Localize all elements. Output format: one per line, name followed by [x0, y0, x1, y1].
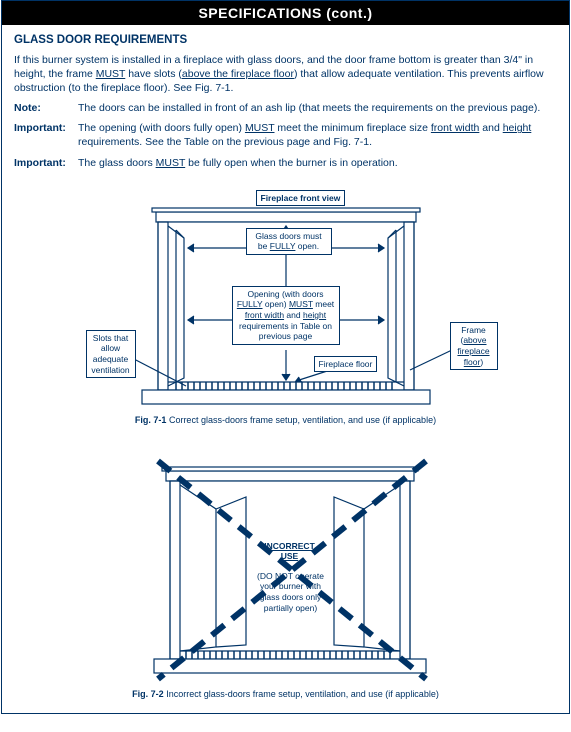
fig1-opening-label: Opening (with doorsFULLY open) MUST meet… — [232, 286, 340, 345]
fig1-front-view-label: Fireplace front view — [256, 190, 346, 207]
fig1-frame-label: Frame(abovefireplacefloor) — [450, 322, 498, 371]
page-container: SPECIFICATIONS (cont.) GLASS DOOR REQUIR… — [1, 0, 570, 714]
fig2-incorrect-label: INCORRECTUSE — [260, 541, 320, 562]
intro-paragraph: If this burner system is installed in a … — [14, 53, 557, 96]
fig2-caption: Fig. 7-2 Incorrect glass-doors frame set… — [46, 689, 526, 699]
content-area: GLASS DOOR REQUIREMENTS If this burner s… — [2, 25, 569, 180]
note-text: The doors can be installed in front of a… — [78, 101, 557, 115]
note-row: Note: The doors can be installed in fron… — [14, 101, 557, 115]
note-label: Note: — [14, 101, 78, 115]
fig1-slots-label: Slots thatallowadequateventilation — [86, 330, 136, 379]
important-text-2: The glass doors MUST be fully open when … — [78, 156, 557, 170]
important-text-1: The opening (with doors fully open) MUST… — [78, 121, 557, 149]
section-title: GLASS DOOR REQUIREMENTS — [14, 33, 557, 49]
fig1-caption: Fig. 7-1 Correct glass-doors frame setup… — [46, 415, 526, 425]
fig1-floor-label: Fireplace floor — [314, 356, 378, 373]
important-row-1: Important: The opening (with doors fully… — [14, 121, 557, 149]
fig2-dont-label: (DO NOT operateyour burner withglass doo… — [248, 571, 334, 614]
fig1-doors-open-label: Glass doors mustbe FULLY open. — [246, 228, 332, 255]
figure-7-2: INCORRECTUSE (DO NOT operateyour burner … — [46, 449, 526, 699]
figure-7-1: Fireplace front view Glass doors mustbe … — [46, 190, 526, 425]
header-bar: SPECIFICATIONS (cont.) — [2, 1, 569, 25]
important-row-2: Important: The glass doors MUST be fully… — [14, 156, 557, 170]
important-label-2: Important: — [14, 156, 78, 170]
important-label-1: Important: — [14, 121, 78, 149]
